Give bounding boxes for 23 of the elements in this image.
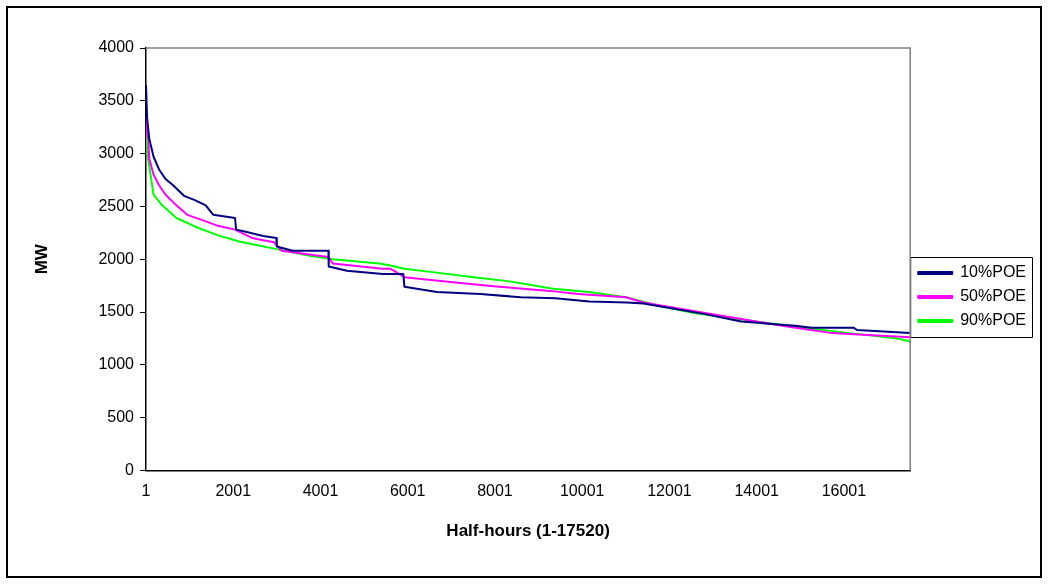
legend-label: 50%POE [960, 287, 1026, 305]
y-axis-title: MW [31, 243, 51, 275]
legend-label: 90%POE [960, 311, 1026, 329]
x-tick-label: 1 [141, 482, 151, 500]
y-tick-label: 1500 [98, 302, 135, 320]
y-tick-label: 3500 [98, 91, 135, 109]
x-axis-title: Half-hours (1-17520) [446, 521, 610, 541]
y-tick-label: 1000 [98, 355, 135, 373]
x-tick-label: 8001 [477, 482, 513, 500]
x-tick-label: 16001 [821, 482, 867, 500]
y-tick-label: 500 [107, 408, 135, 426]
x-tick-label: 12001 [647, 482, 692, 500]
y-tick-label: 4000 [98, 38, 135, 56]
x-tick-label: 2001 [215, 482, 252, 500]
legend-label: 10%POE [960, 263, 1026, 281]
y-tick-label: 2500 [98, 196, 135, 214]
y-tick-label: 0 [125, 460, 135, 478]
x-tick-label: 14001 [734, 482, 780, 500]
y-tick-label: 3000 [98, 144, 135, 162]
y-tick-label: 2000 [98, 249, 135, 267]
x-tick-label: 10001 [559, 482, 605, 500]
x-tick-label: 6001 [389, 482, 426, 500]
x-tick-label: 4001 [302, 482, 339, 500]
